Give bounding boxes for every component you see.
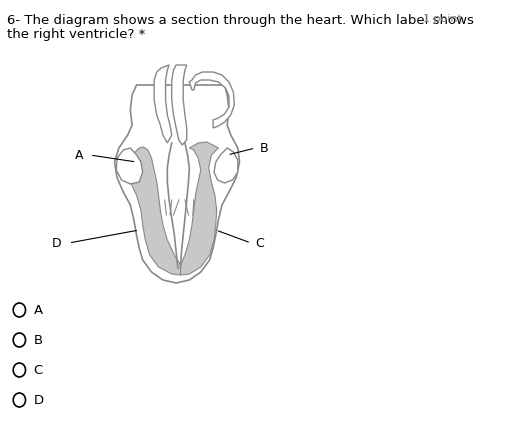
Polygon shape — [114, 85, 240, 283]
Text: C: C — [256, 237, 264, 249]
Text: A: A — [33, 304, 43, 316]
Text: D: D — [33, 393, 43, 407]
Text: B: B — [260, 142, 268, 154]
Polygon shape — [116, 148, 143, 184]
Polygon shape — [180, 142, 218, 275]
Polygon shape — [127, 147, 180, 275]
Text: 1 point: 1 point — [423, 14, 462, 24]
Text: 6- The diagram shows a section through the heart. Which label shows: 6- The diagram shows a section through t… — [7, 14, 474, 27]
Text: D: D — [52, 237, 62, 249]
Text: C: C — [33, 363, 43, 377]
Polygon shape — [172, 65, 187, 145]
Polygon shape — [154, 65, 172, 143]
Polygon shape — [214, 148, 238, 183]
Text: the right ventricle? *: the right ventricle? * — [7, 28, 145, 41]
Text: B: B — [33, 334, 43, 347]
Text: A: A — [75, 149, 84, 161]
Polygon shape — [189, 72, 234, 128]
